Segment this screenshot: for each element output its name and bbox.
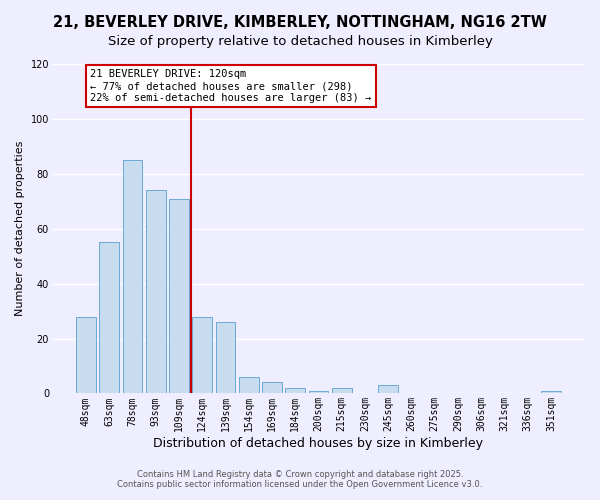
Bar bbox=[332, 388, 352, 394]
Text: Size of property relative to detached houses in Kimberley: Size of property relative to detached ho… bbox=[107, 35, 493, 48]
Y-axis label: Number of detached properties: Number of detached properties bbox=[15, 141, 25, 316]
Text: 21 BEVERLEY DRIVE: 120sqm
← 77% of detached houses are smaller (298)
22% of semi: 21 BEVERLEY DRIVE: 120sqm ← 77% of detac… bbox=[90, 70, 371, 102]
Bar bbox=[262, 382, 282, 394]
Bar bbox=[100, 242, 119, 394]
Bar bbox=[541, 390, 561, 394]
Bar bbox=[285, 388, 305, 394]
Bar bbox=[169, 198, 189, 394]
Bar bbox=[146, 190, 166, 394]
Bar bbox=[308, 390, 328, 394]
Text: Contains HM Land Registry data © Crown copyright and database right 2025.
Contai: Contains HM Land Registry data © Crown c… bbox=[118, 470, 482, 489]
Bar bbox=[215, 322, 235, 394]
Text: 21, BEVERLEY DRIVE, KIMBERLEY, NOTTINGHAM, NG16 2TW: 21, BEVERLEY DRIVE, KIMBERLEY, NOTTINGHA… bbox=[53, 15, 547, 30]
Bar bbox=[239, 377, 259, 394]
Bar bbox=[76, 316, 96, 394]
X-axis label: Distribution of detached houses by size in Kimberley: Distribution of detached houses by size … bbox=[154, 437, 484, 450]
Bar bbox=[193, 316, 212, 394]
Bar bbox=[378, 385, 398, 394]
Bar bbox=[122, 160, 142, 394]
